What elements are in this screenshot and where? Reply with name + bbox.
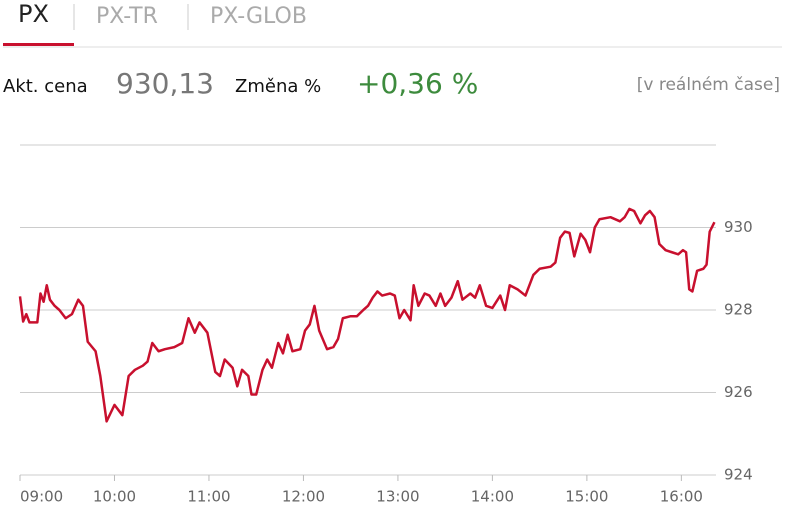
change: +0,36 %	[357, 67, 479, 100]
change-label: Změna %	[235, 76, 322, 97]
x-tick-label: 12:00	[282, 488, 325, 506]
y-tick-label: 924	[724, 466, 753, 484]
x-tick-label: 15:00	[565, 488, 608, 506]
x-tick-label: 10:00	[93, 488, 136, 506]
tab[interactable]: PX	[18, 0, 49, 28]
x-tick-label: 16:00	[660, 488, 703, 506]
x-tick-label: 11:00	[187, 488, 230, 506]
x-tick-label: 09:00	[20, 488, 63, 506]
realtime-note: [v reálném čase]	[636, 75, 780, 95]
price: 930,13	[116, 67, 214, 100]
price-line	[18, 207, 716, 423]
y-tick-label: 926	[724, 383, 753, 401]
tab[interactable]: PX-TR	[96, 4, 158, 29]
x-tick-label: 13:00	[376, 488, 419, 506]
y-tick-label: 928	[724, 301, 753, 319]
y-tick-label: 930	[724, 218, 753, 236]
active-tab-underline	[3, 43, 74, 46]
tab[interactable]: PX-GLOB	[210, 4, 307, 29]
price-label: Akt. cena	[3, 76, 88, 97]
x-tick-label: 14:00	[471, 488, 514, 506]
